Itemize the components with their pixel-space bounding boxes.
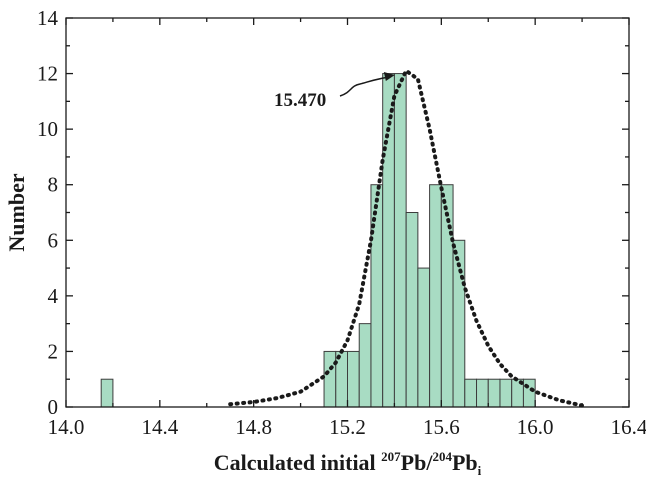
histogram-bar — [487, 378, 501, 408]
y-tick-label: 12 — [37, 62, 58, 86]
y-tick-label: 6 — [48, 228, 59, 252]
histogram-bar — [476, 378, 489, 408]
x-axis-title-main: Calculated initial — [214, 450, 381, 475]
y-tick-label: 10 — [37, 117, 58, 141]
histogram-bar — [499, 378, 513, 408]
x-axis-title-sub: i — [478, 463, 482, 478]
ticks-group — [65, 17, 630, 408]
y-tick-label: 4 — [48, 284, 59, 308]
x-axis-title: Calculated initial 207Pb/204Pbi — [214, 449, 482, 478]
histogram-bar — [100, 378, 114, 408]
x-axis-title-end: Pb — [452, 450, 478, 475]
y-tick-label: 14 — [37, 6, 59, 30]
x-tick-label: 14.4 — [141, 415, 178, 439]
x-axis-title-sup1: 207 — [381, 449, 401, 464]
x-axis-title-mid: Pb/ — [401, 450, 434, 475]
x-tick-label: 15.2 — [329, 415, 366, 439]
x-tick-label: 16.4 — [611, 415, 646, 439]
histogram-bar — [440, 184, 454, 408]
y-tick-label: 2 — [48, 339, 59, 363]
fit-curve — [228, 67, 585, 408]
plot-frame — [65, 17, 630, 408]
histogram-bar — [347, 350, 360, 408]
histogram-bar — [429, 184, 442, 408]
bars-group — [100, 73, 536, 408]
y-axis-title: Number — [4, 173, 29, 251]
x-tick-label: 16.0 — [517, 415, 554, 439]
y-tick-label: 0 — [48, 395, 59, 419]
tick-labels-group: 14.0 14.4 14.8 15.2 15.6 16.0 16.4 0 2 4 6 8 10 12 14 — [37, 6, 646, 439]
x-tick-label: 15.6 — [423, 415, 460, 439]
histogram-bar — [393, 73, 407, 408]
histogram-bar — [464, 378, 478, 408]
histogram-bar — [323, 350, 337, 408]
histogram-bar — [358, 323, 372, 408]
x-tick-label: 14.0 — [48, 415, 85, 439]
x-axis-title-sup2: 204 — [432, 449, 452, 464]
histogram-bar — [405, 212, 419, 408]
peak-annotation-arrow — [339, 76, 389, 97]
x-tick-label: 14.8 — [235, 415, 272, 439]
peak-annotation-label: 15.470 — [274, 90, 326, 111]
histogram-bar — [417, 267, 431, 408]
histogram-bar — [522, 378, 536, 408]
peak-annotation-arrowhead — [383, 72, 395, 81]
histogram-bar — [335, 350, 349, 408]
y-tick-label: 8 — [48, 173, 59, 197]
